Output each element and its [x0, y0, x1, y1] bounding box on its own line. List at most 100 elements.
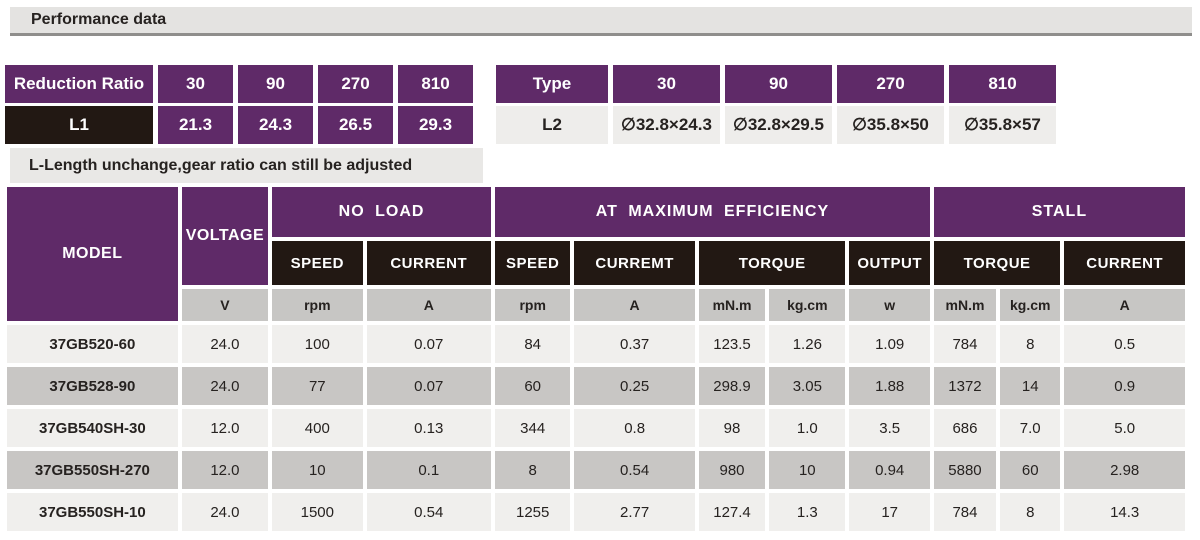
sub-header-speed: SPEED: [495, 241, 571, 285]
value-cell: 60: [1000, 451, 1061, 489]
l1-value: 29.3: [398, 106, 473, 144]
value-cell: 14: [1000, 367, 1061, 405]
value-cell: 1.26: [769, 325, 846, 363]
group-header-stall: STALL: [933, 187, 1185, 237]
value-cell: 1500: [272, 493, 363, 531]
unit-mnm: mN.m: [698, 289, 766, 321]
col-header-voltage: VOLTAGE: [181, 187, 269, 285]
reduction-header-label: Reduction Ratio: [5, 65, 153, 103]
model-cell: 37GB528-90: [7, 367, 178, 405]
value-cell: 60: [495, 367, 571, 405]
unit-volts: V: [181, 289, 269, 321]
value-cell: 0.07: [366, 325, 492, 363]
value-cell: 0.94: [849, 451, 930, 489]
value-cell: 77: [272, 367, 363, 405]
reduction-ratio-table: Reduction Ratio 30 90 270 810 L1 21.3 24…: [5, 65, 483, 183]
top-section: Reduction Ratio 30 90 270 810 L1 21.3 24…: [5, 65, 1200, 183]
value-cell: 400: [272, 409, 363, 447]
value-cell: 123.5: [698, 325, 766, 363]
value-cell: 98: [698, 409, 766, 447]
value-cell: 2.77: [574, 493, 695, 531]
header-group-row: MODEL VOLTAGE NO LOAD AT MAXIMUM EFFICIE…: [7, 187, 1185, 321]
model-cell: 37GB550SH-270: [7, 451, 178, 489]
sub-header-current: CURRENT: [1064, 241, 1185, 285]
value-cell: 8: [1000, 493, 1061, 531]
l1-value: 21.3: [158, 106, 233, 144]
sub-header-torque: TORQUE: [933, 241, 1061, 285]
sub-header-torque: TORQUE: [698, 241, 846, 285]
header-sub-row: SPEED CURRENT SPEED CURREMT TORQUE OUTPU…: [7, 241, 1185, 285]
value-cell: 10: [272, 451, 363, 489]
sub-header-output: OUTPUT: [849, 241, 930, 285]
value-cell: 0.54: [574, 451, 695, 489]
value-cell: 980: [698, 451, 766, 489]
l1-row-label: L1: [5, 106, 153, 144]
type-header-value: 30: [613, 65, 720, 103]
value-cell: 784: [933, 493, 997, 531]
col-header-model: MODEL: [7, 187, 178, 321]
value-cell: 3.5: [849, 409, 930, 447]
value-cell: 17: [849, 493, 930, 531]
value-cell: 1.09: [849, 325, 930, 363]
unit-rpm: rpm: [272, 289, 363, 321]
reduction-header-value: 90: [238, 65, 313, 103]
sub-header-current: CURRENT: [366, 241, 492, 285]
value-cell: 0.8: [574, 409, 695, 447]
reduction-header-value: 30: [158, 65, 233, 103]
table-row: 37GB550SH-10 24.0 1500 0.54 1255 2.77 127.4 1.3…: [7, 493, 1185, 531]
value-cell: 344: [495, 409, 571, 447]
value-cell: 1372: [933, 367, 997, 405]
l1-value: 26.5: [318, 106, 393, 144]
value-cell: 127.4: [698, 493, 766, 531]
value-cell: 1.0: [769, 409, 846, 447]
type-header-label: Type: [496, 65, 608, 103]
value-cell: 84: [495, 325, 571, 363]
model-cell: 37GB540SH-30: [7, 409, 178, 447]
value-cell: 3.05: [769, 367, 846, 405]
value-cell: 784: [933, 325, 997, 363]
l2-dimension: ∅32.8×29.5: [725, 106, 832, 144]
value-cell: 8: [1000, 325, 1061, 363]
unit-amps: A: [1064, 289, 1185, 321]
table-row: 37GB540SH-30 12.0 400 0.13 344 0.8 98 1.0 3.5 686…: [7, 409, 1185, 447]
value-cell: 0.13: [366, 409, 492, 447]
model-cell: 37GB550SH-10: [7, 493, 178, 531]
value-cell: 0.54: [366, 493, 492, 531]
value-cell: 14.3: [1064, 493, 1185, 531]
unit-amps: A: [574, 289, 695, 321]
value-cell: 0.5: [1064, 325, 1185, 363]
value-cell: 8: [495, 451, 571, 489]
l1-value: 24.3: [238, 106, 313, 144]
main-table-body: 37GB520-60 24.0 100 0.07 84 0.37 123.5 1.26 1.09…: [7, 325, 1185, 531]
table-row: 37GB528-90 24.0 77 0.07 60 0.25 298.9 3.05 1.88 1…: [7, 367, 1185, 405]
page-title: Performance data: [31, 11, 167, 28]
unit-amps: A: [366, 289, 492, 321]
l2-dimension: ∅32.8×24.3: [613, 106, 720, 144]
value-cell: 12.0: [181, 451, 269, 489]
type-header-value: 90: [725, 65, 832, 103]
value-cell: 2.98: [1064, 451, 1185, 489]
unit-mnm: mN.m: [933, 289, 997, 321]
value-cell: 0.07: [366, 367, 492, 405]
length-note-text: L-Length unchange,gear ratio can still b…: [29, 156, 413, 174]
value-cell: 24.0: [181, 367, 269, 405]
value-cell: 298.9: [698, 367, 766, 405]
unit-kgcm: kg.cm: [1000, 289, 1061, 321]
header-unit-row: V rpm A rpm A mN.m kg.cm w mN.m kg.cm A: [7, 289, 1185, 321]
value-cell: 0.9: [1064, 367, 1185, 405]
table-row: 37GB550SH-270 12.0 10 0.1 8 0.54 980 10 0.94 5880…: [7, 451, 1185, 489]
value-cell: 1.88: [849, 367, 930, 405]
type-header-value: 270: [837, 65, 944, 103]
l2-dimension: ∅35.8×57: [949, 106, 1056, 144]
l2-dimension: ∅35.8×50: [837, 106, 944, 144]
group-header-no-load: NO LOAD: [272, 187, 492, 237]
group-header-max-efficiency: AT MAXIMUM EFFICIENCY: [495, 187, 930, 237]
value-cell: 5880: [933, 451, 997, 489]
sub-header-speed: SPEED: [272, 241, 363, 285]
l2-row-label: L2: [496, 106, 608, 144]
value-cell: 0.37: [574, 325, 695, 363]
performance-table: MODEL VOLTAGE NO LOAD AT MAXIMUM EFFICIE…: [3, 183, 1189, 535]
type-header-value: 810: [949, 65, 1056, 103]
value-cell: 5.0: [1064, 409, 1185, 447]
value-cell: 686: [933, 409, 997, 447]
